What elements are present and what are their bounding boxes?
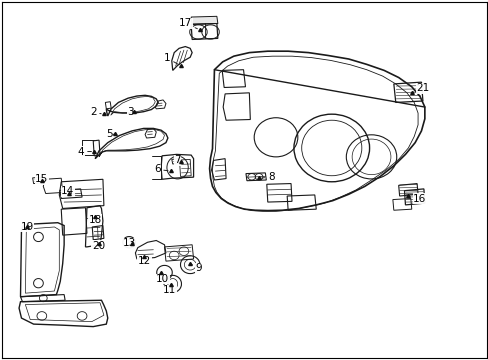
Text: 14: 14 xyxy=(61,186,74,197)
Text: 3: 3 xyxy=(127,107,134,117)
Text: 13: 13 xyxy=(122,238,135,248)
Polygon shape xyxy=(191,16,217,24)
Text: 15: 15 xyxy=(35,174,48,184)
Text: 12: 12 xyxy=(138,256,151,266)
Text: 19: 19 xyxy=(20,222,34,232)
Text: 5: 5 xyxy=(106,129,114,139)
Text: 4: 4 xyxy=(78,147,91,157)
Text: 9: 9 xyxy=(190,263,201,273)
Text: 2: 2 xyxy=(90,107,101,117)
Text: 10: 10 xyxy=(156,273,169,284)
Text: 16: 16 xyxy=(407,194,426,203)
Text: 17: 17 xyxy=(179,18,197,29)
Text: 21: 21 xyxy=(411,83,429,93)
Text: 7: 7 xyxy=(174,156,181,166)
Text: 1: 1 xyxy=(164,53,179,65)
Text: 20: 20 xyxy=(92,241,105,251)
Text: 18: 18 xyxy=(88,215,102,225)
Text: 8: 8 xyxy=(261,172,274,182)
Text: 6: 6 xyxy=(154,164,168,174)
Text: 11: 11 xyxy=(163,285,176,295)
